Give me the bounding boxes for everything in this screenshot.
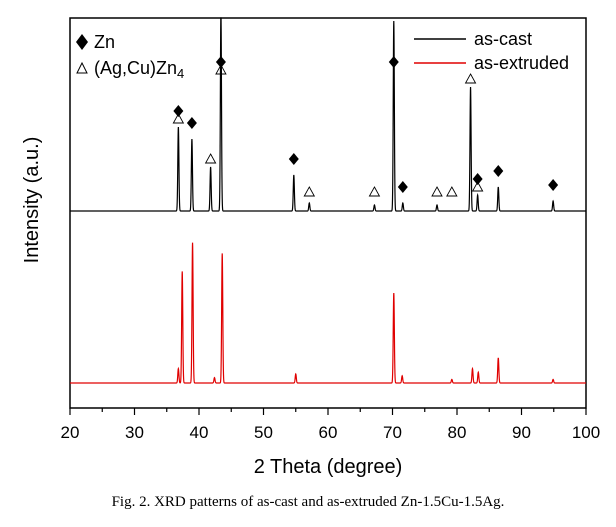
zn-peak-marker-7 <box>493 165 504 177</box>
series-legend: as-cast as-extruded <box>414 29 569 73</box>
series-layer <box>70 17 586 384</box>
phase-legend-zn-label: Zn <box>94 32 115 52</box>
series-line-as-cast <box>70 17 586 212</box>
phase-legend-agcuzn4-label: (Ag,Cu)Zn4 <box>94 58 184 81</box>
agcuzn4-peak-marker-0 <box>172 113 185 124</box>
agcuzn4-peak-marker-5 <box>431 186 443 197</box>
phase-legend: Zn (Ag,Cu)Zn4 <box>76 32 184 81</box>
x-tick-label-60: 60 <box>319 423 338 442</box>
x-tick-label-40: 40 <box>190 423 209 442</box>
zn-diamond-icon <box>76 34 88 50</box>
x-axis-title: 2 Theta (degree) <box>254 456 403 478</box>
agcuzn4-peak-marker-7 <box>464 73 477 84</box>
x-tick-label-100: 100 <box>572 423 600 442</box>
legend-label-as-extruded: as-extruded <box>474 53 569 73</box>
x-tick-label-50: 50 <box>254 423 273 442</box>
series-line-as-extruded <box>70 242 586 384</box>
agcuzn4-peak-marker-8 <box>471 181 484 192</box>
zn-peak-marker-1 <box>186 117 197 129</box>
agcuzn4-peak-marker-1 <box>204 153 217 164</box>
agcuzn4-peak-marker-3 <box>303 186 316 197</box>
zn-peak-marker-4 <box>388 56 399 68</box>
x-tick-label-70: 70 <box>383 423 402 442</box>
zn-peak-marker-5 <box>397 181 408 193</box>
x-tick-label-80: 80 <box>448 423 467 442</box>
agcuzn4-triangle-icon <box>76 61 88 74</box>
x-tick-label-30: 30 <box>125 423 144 442</box>
y-axis-title: Intensity (a.u.) <box>21 137 43 264</box>
agcuzn4-peak-marker-4 <box>368 186 381 197</box>
zn-peak-marker-3 <box>288 153 299 165</box>
zn-peak-marker-2 <box>215 56 226 68</box>
zn-peak-marker-6 <box>472 173 483 185</box>
agcuzn4-peak-marker-6 <box>446 186 458 197</box>
x-tick-label-20: 20 <box>61 423 80 442</box>
xrd-chart: 20 30 40 50 60 70 80 90 100 2 Theta (degree) Int… <box>21 17 600 478</box>
legend-label-as-cast: as-cast <box>474 29 532 49</box>
zn-peak-marker-8 <box>548 179 559 191</box>
ticks-layer: 20 30 40 50 60 70 80 90 100 <box>61 408 600 442</box>
agcuzn4-peak-marker-2 <box>215 64 227 75</box>
x-tick-label-90: 90 <box>512 423 531 442</box>
figure-caption: Fig. 2. XRD patterns of as-cast and as-e… <box>111 494 505 510</box>
zn-peak-marker-0 <box>173 105 184 117</box>
markers-layer <box>172 56 559 197</box>
